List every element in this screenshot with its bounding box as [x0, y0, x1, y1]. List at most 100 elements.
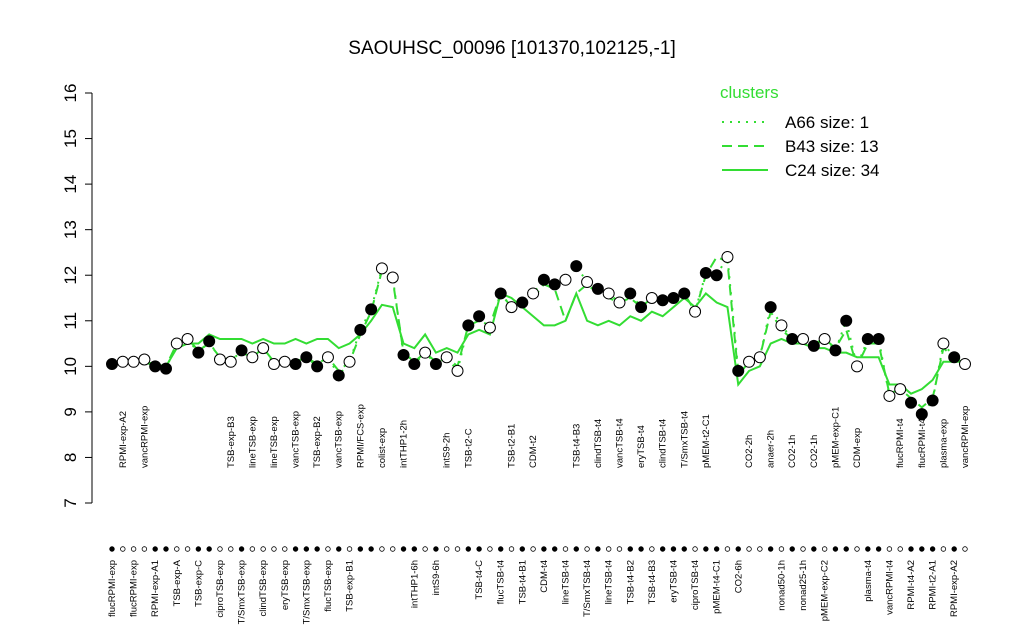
category-dot: [724, 546, 731, 552]
point: [473, 310, 486, 323]
category-dot: [109, 546, 115, 552]
category-dot: [962, 546, 968, 552]
point: [840, 314, 853, 327]
category-dot: [562, 546, 569, 552]
point: [181, 333, 194, 345]
point: [645, 292, 658, 304]
category-dot: [465, 546, 472, 552]
category-dot: [476, 546, 482, 552]
category-dot: [260, 546, 266, 552]
category-dot: [390, 546, 396, 552]
point: [732, 364, 745, 377]
point: [926, 394, 939, 407]
point: [451, 364, 464, 377]
point: [894, 383, 907, 396]
category-dot: [627, 546, 633, 552]
point: [116, 355, 129, 368]
x-tick-label: intTHP1-2h: [399, 420, 410, 468]
x-tick-label: flucRPMI-t4: [917, 418, 928, 468]
x-tick-label: plasma-t4: [863, 560, 874, 602]
x-tick-label: CDM-exp: [852, 428, 863, 468]
category-dot: [897, 546, 903, 552]
point: [915, 408, 928, 421]
x-tick-label: lineTSB-exp: [269, 416, 280, 468]
y-tick-label: 15: [61, 129, 80, 148]
x-tick-label: TSB-exp-B3: [226, 416, 237, 468]
point: [159, 362, 172, 375]
point: [311, 360, 324, 373]
point: [397, 348, 410, 361]
x-tick-label: vancRPMI-exp: [960, 406, 971, 468]
x-tick-label: pMEM-exp-C2: [820, 560, 831, 621]
x-tick-label: pMEM-t2-C1: [701, 414, 712, 468]
category-dot: [228, 546, 234, 552]
category-dot: [573, 546, 579, 552]
category-dot: [865, 546, 871, 552]
point: [375, 262, 388, 275]
category-dot: [951, 546, 957, 552]
point: [235, 344, 248, 357]
x-tick-label: CDM-t2: [528, 435, 539, 468]
category-dot: [616, 546, 623, 552]
point: [203, 335, 216, 348]
point: [721, 251, 734, 263]
x-tick-label: pMEM-t4-C1: [712, 560, 723, 614]
x-tick-label: TSB-exp-B2: [312, 416, 323, 468]
point: [883, 389, 896, 402]
point: [365, 303, 378, 316]
legend-label: C24 size: 34: [785, 161, 880, 180]
x-tick-label: nonad25-1h: [798, 560, 809, 611]
x-tick-label: flucRPMI-exp: [107, 560, 118, 617]
x-tick-label: TSB-t4-B3: [647, 560, 658, 604]
x-tick-label: TSB-exp-C: [193, 560, 204, 607]
x-tick-label: CO2-2h: [744, 435, 755, 468]
category-dot: [519, 546, 526, 552]
point: [343, 355, 356, 368]
x-tick-label: T/SmxTSB-exp: [237, 560, 248, 624]
cluster-line: [112, 290, 965, 395]
point: [829, 344, 842, 357]
point: [678, 287, 691, 300]
x-tick-label: vancTSB-exp: [334, 411, 345, 468]
category-dot: [433, 546, 439, 552]
point: [170, 337, 183, 350]
x-tick-label: CO2-6h: [733, 560, 744, 593]
point: [537, 273, 550, 286]
x-tick-label: anaer-2h: [766, 430, 777, 468]
category-dot: [584, 546, 590, 552]
legend-title: clusters: [720, 83, 779, 102]
point: [246, 351, 259, 364]
point: [743, 355, 756, 368]
category-dot: [292, 546, 299, 552]
x-tick-label: intS9-6h: [431, 560, 442, 595]
point: [753, 351, 766, 364]
category-dot: [357, 546, 364, 552]
x-tick-label: TSB-t4-B1: [517, 560, 528, 604]
x-tick-label: TSB-t4-B3: [571, 424, 582, 468]
x-tick-label: nonad50-1h: [776, 560, 787, 611]
point: [591, 282, 604, 295]
x-tick-label: RPMI/FCS-exp: [355, 404, 366, 468]
x-tick-label: eryTSB-t4: [636, 425, 647, 468]
category-dot: [487, 546, 493, 552]
category-dot: [854, 546, 860, 552]
point: [656, 294, 669, 307]
point: [602, 287, 615, 300]
category-dot: [746, 546, 752, 552]
point: [267, 358, 280, 371]
point: [127, 355, 140, 368]
category-dot: [314, 546, 320, 552]
category-dot: [541, 546, 547, 552]
category-dot: [649, 546, 655, 552]
point: [807, 339, 820, 352]
category-dot: [811, 546, 817, 552]
point: [257, 342, 270, 355]
point: [581, 276, 594, 289]
category-dot: [238, 546, 245, 552]
category-dot: [498, 546, 504, 552]
category-dot: [832, 546, 839, 552]
category-dot: [163, 546, 169, 552]
x-tick-label: T/SmxTSB-t4: [582, 560, 593, 617]
point: [505, 301, 518, 314]
category-dot: [152, 546, 158, 552]
